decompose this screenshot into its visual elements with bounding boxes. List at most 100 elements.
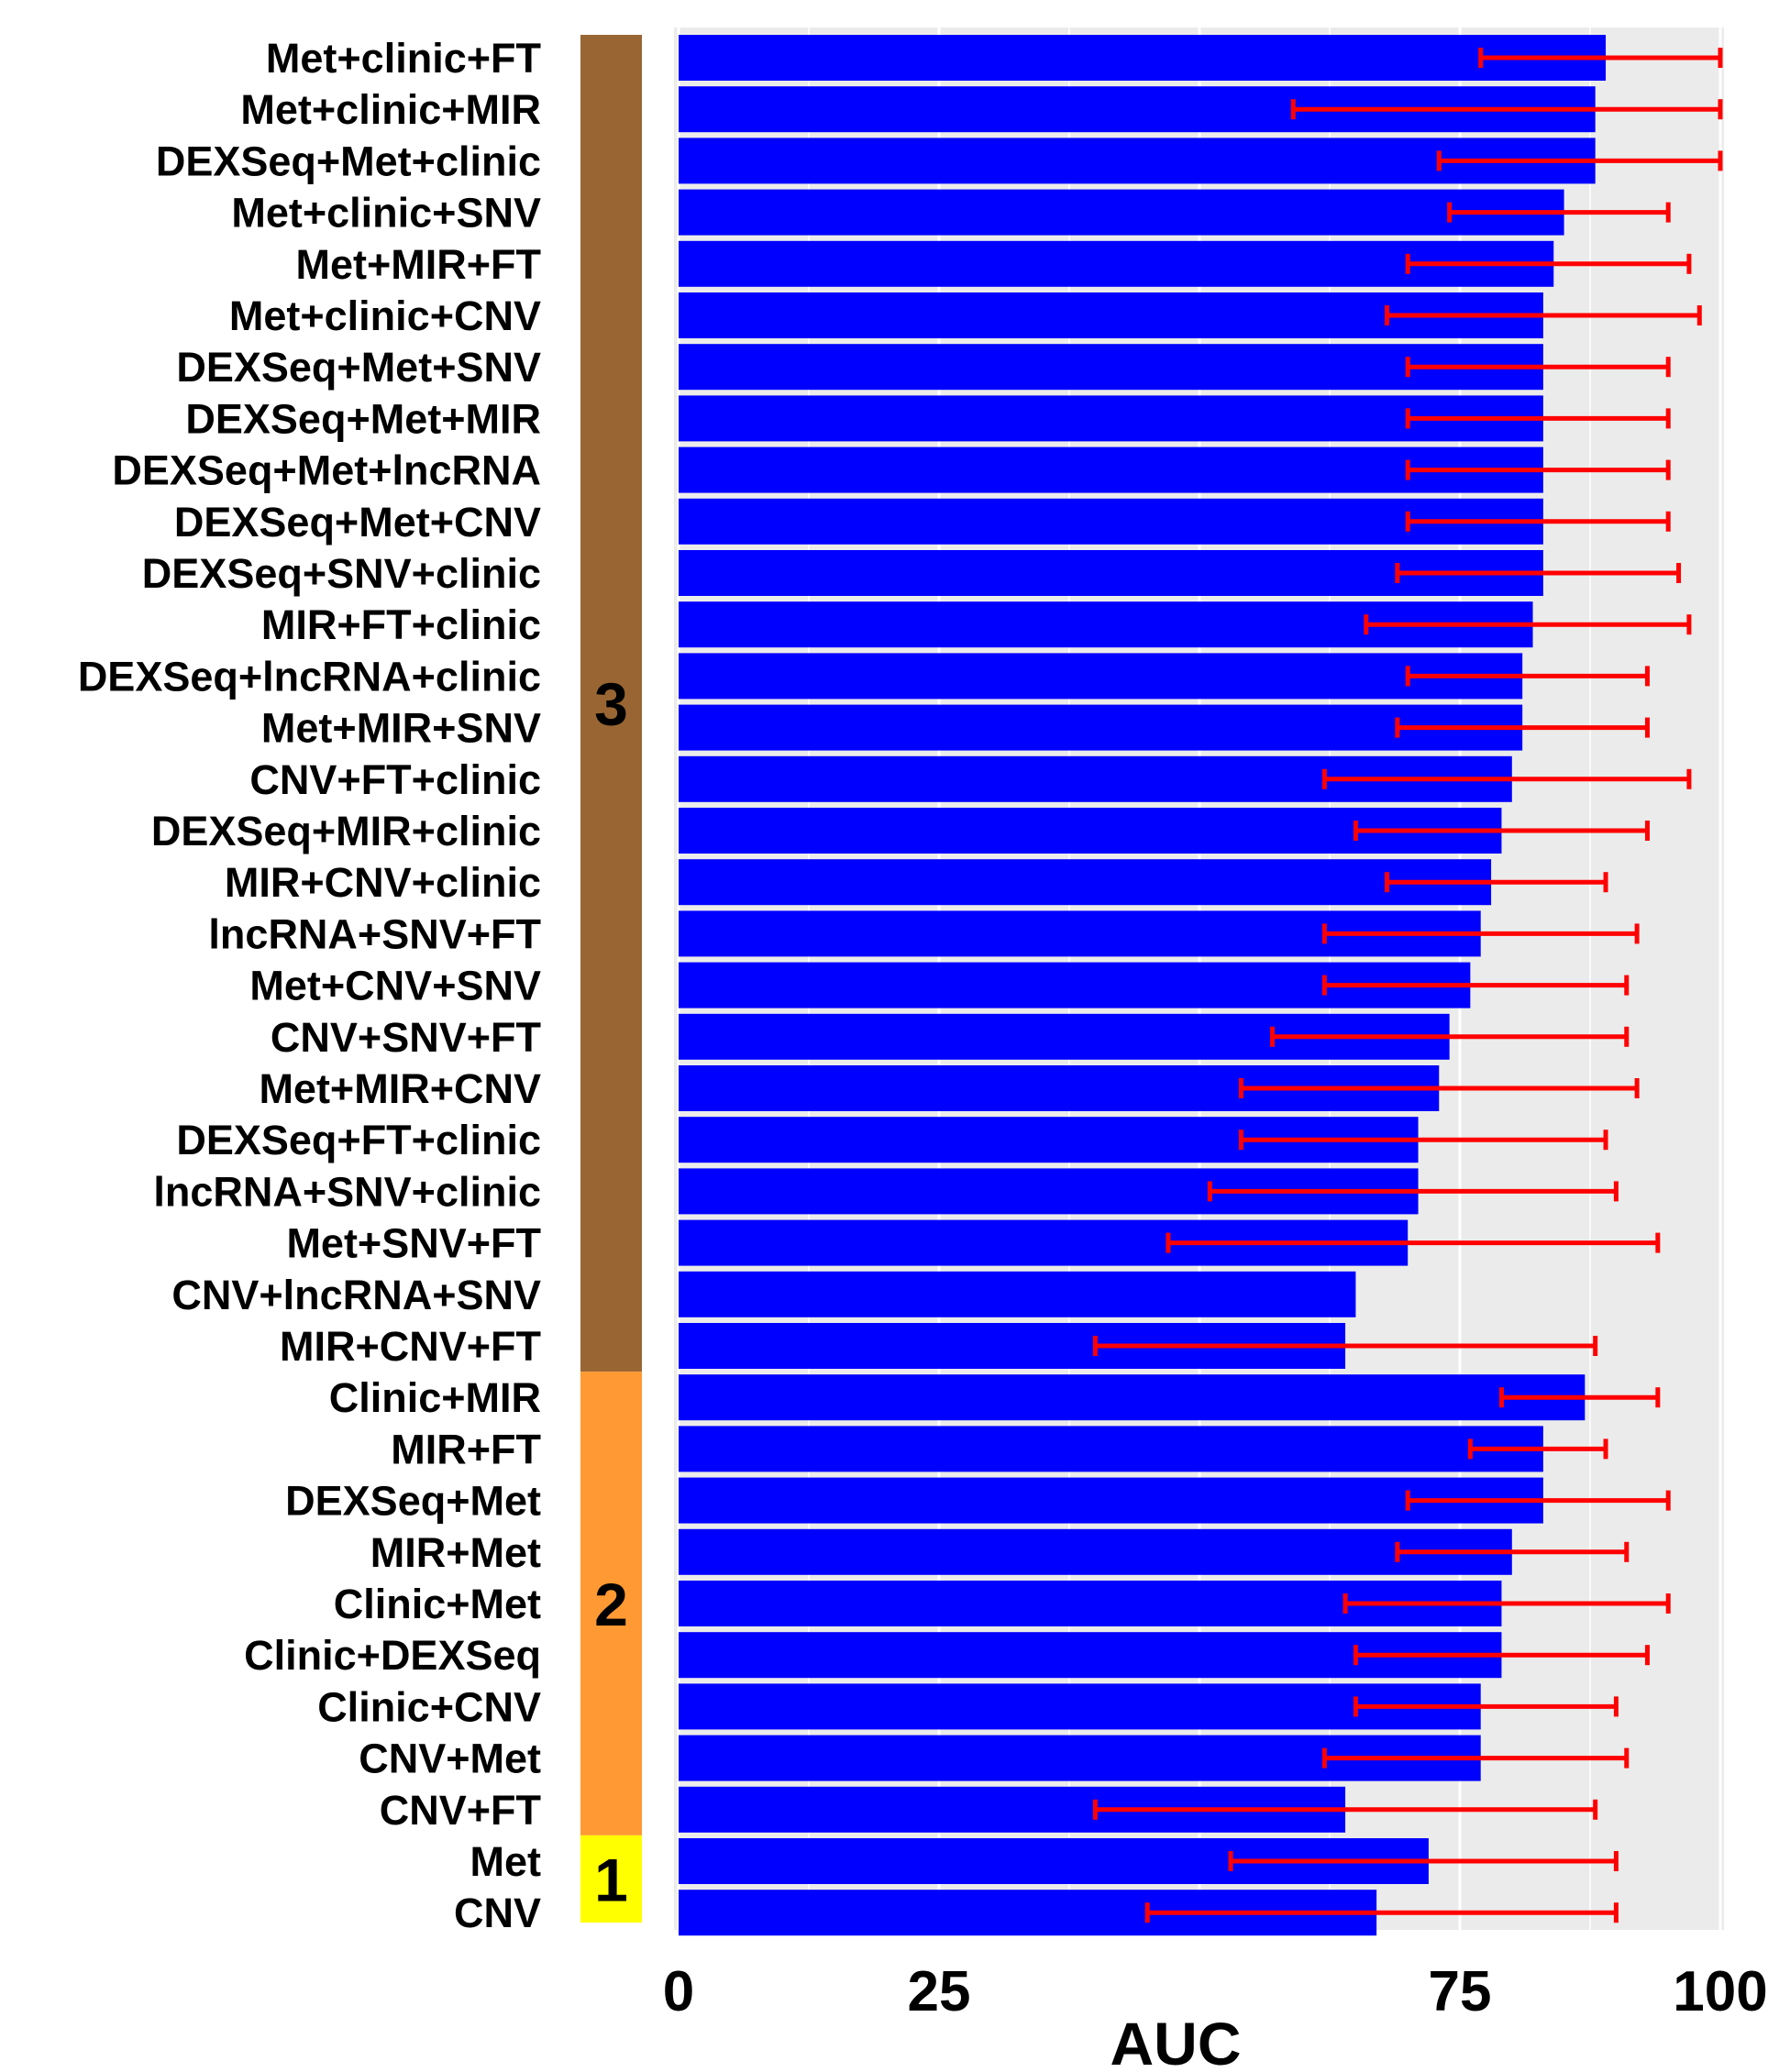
bar-CNV+lncRNA+SNV	[679, 1271, 1356, 1317]
category-label: DEXSeq+FT+clinic	[176, 1117, 541, 1163]
error-bar-Clinic+DEXSeq	[1353, 1645, 1650, 1666]
category-label: CNV	[454, 1890, 541, 1936]
x-tick-label: 25	[908, 1960, 971, 2023]
category-label: Met+CNV+SNV	[249, 963, 541, 1009]
category-label: lncRNA+SNV+clinic	[153, 1168, 541, 1215]
error-bar-MIR+FT	[1467, 1438, 1608, 1460]
x-tick-label: 100	[1673, 1960, 1767, 2023]
category-label: Met+clinic+MIR	[240, 86, 541, 133]
category-label: DEXSeq+Met+MIR	[185, 395, 541, 442]
error-bar-DEXSeq+Met+CNV	[1405, 511, 1671, 532]
error-bar-Met+clinic+CNV	[1384, 305, 1702, 325]
bar-DEXSeq+Met+SNV	[679, 344, 1543, 391]
category-label: MIR+FT	[391, 1426, 541, 1472]
error-bar-CNV+FT+clinic	[1321, 768, 1692, 789]
error-bar-DEXSeq+FT+clinic	[1238, 1130, 1608, 1151]
error-bar-DEXSeq+MIR+clinic	[1353, 821, 1650, 841]
error-bar-Met+MIR+CNV	[1238, 1078, 1640, 1098]
group-band-1	[580, 1835, 642, 1923]
error-bar-DEXSeq+Met+clinic	[1436, 150, 1723, 171]
bar-MIR+FT	[679, 1426, 1543, 1472]
category-label: Clinic+MIR	[329, 1374, 541, 1421]
category-label: MIR+Met	[370, 1529, 541, 1576]
error-bar-CNV+SNV+FT	[1270, 1026, 1630, 1047]
category-label: Met	[470, 1838, 542, 1885]
bar-Clinic+CNV	[679, 1683, 1481, 1730]
bar-Met+clinic+SNV	[679, 189, 1564, 236]
error-bar-MIR+FT+clinic	[1364, 614, 1692, 635]
error-bar-DEXSeq+SNV+clinic	[1395, 563, 1682, 583]
bar-DEXSeq+Met+MIR	[679, 395, 1543, 442]
error-bar-lncRNA+SNV+clinic	[1207, 1181, 1619, 1202]
error-bar-MIR+Met	[1395, 1541, 1630, 1562]
category-label: CNV+lncRNA+SNV	[171, 1272, 541, 1318]
x-axis-title: AUC	[1111, 2010, 1242, 2072]
category-label: CNV+FT+clinic	[249, 756, 541, 803]
x-tick-label: 0	[663, 1960, 694, 2023]
error-bar-DEXSeq+Met+SNV	[1405, 357, 1671, 378]
bar-Met+MIR+SNV	[679, 704, 1523, 751]
error-bar-Met+clinic+MIR	[1290, 99, 1723, 120]
group-band-2	[580, 1372, 642, 1835]
bar-MIR+Met	[679, 1528, 1512, 1575]
group-label-2: 2	[594, 1571, 628, 1638]
category-label: DEXSeq+Met+CNV	[174, 499, 541, 546]
group-label-3: 3	[594, 670, 628, 738]
category-label: Met+SNV+FT	[286, 1220, 541, 1267]
error-bar-Met+MIR+FT	[1405, 253, 1692, 274]
category-label: DEXSeq+MIR+clinic	[151, 808, 541, 854]
error-bar-DEXSeq+Met+lncRNA	[1405, 459, 1671, 480]
category-label: lncRNA+SNV+FT	[208, 910, 541, 957]
error-bar-lncRNA+SNV+FT	[1321, 923, 1640, 944]
error-bar-Met+SNV+FT	[1166, 1232, 1661, 1253]
bar-Clinic+MIR	[679, 1374, 1586, 1421]
error-bar-Met+CNV+SNV	[1321, 975, 1630, 996]
error-bar-Clinic+CNV	[1353, 1696, 1619, 1717]
error-bar-MIR+CNV+FT	[1092, 1336, 1598, 1356]
error-bar-CNV+FT	[1092, 1799, 1598, 1820]
error-bar-DEXSeq+Met+MIR	[1405, 408, 1671, 429]
category-label: DEXSeq+Met	[285, 1478, 541, 1525]
category-label: MIR+FT+clinic	[261, 601, 541, 648]
bar-DEXSeq+Met+CNV	[679, 498, 1543, 545]
error-bar-Met	[1228, 1851, 1619, 1871]
bar-DEXSeq+Met	[679, 1477, 1543, 1524]
category-label: MIR+CNV+FT	[280, 1323, 541, 1370]
group-strip: 3 2 1	[580, 35, 642, 1923]
error-bar-DEXSeq+Met	[1405, 1490, 1671, 1511]
category-label: Met+MIR+SNV	[261, 705, 541, 752]
category-label: CNV+SNV+FT	[271, 1014, 541, 1061]
error-bar-Met+clinic+FT	[1478, 48, 1723, 68]
group-band-3	[580, 35, 642, 1372]
error-bar-Clinic+MIR	[1498, 1387, 1661, 1408]
category-label: DEXSeq+Met+clinic	[156, 138, 541, 184]
category-label: Met+MIR+CNV	[259, 1065, 541, 1112]
error-bar-Met+clinic+SNV	[1447, 202, 1671, 223]
category-label: Clinic+CNV	[317, 1683, 541, 1730]
error-bar-DEXSeq+lncRNA+clinic	[1405, 666, 1650, 687]
error-bar-CNV+Met	[1321, 1747, 1630, 1769]
category-label: Clinic+Met	[334, 1581, 541, 1627]
bar-MIR+CNV+clinic	[679, 859, 1492, 906]
error-bar-CNV	[1144, 1902, 1619, 1923]
error-bar-MIR+CNV+clinic	[1384, 872, 1608, 893]
error-bar-Clinic+Met	[1343, 1593, 1671, 1614]
bar-DEXSeq+Met+lncRNA	[679, 446, 1543, 493]
x-axis-ticks: 0 25 75 100	[663, 1960, 1768, 2023]
category-label: Met+MIR+FT	[295, 241, 541, 288]
category-label: DEXSeq+Met+lncRNA	[112, 447, 541, 494]
category-label: DEXSeq+lncRNA+clinic	[78, 653, 541, 700]
category-label: Met+clinic+CNV	[229, 292, 541, 339]
group-label-1: 1	[594, 1846, 628, 1913]
category-label: DEXSeq+SNV+clinic	[142, 550, 541, 597]
x-tick-label: 75	[1429, 1960, 1492, 2023]
bar-Met+clinic+FT	[679, 35, 1607, 81]
category-label: CNV+FT	[380, 1787, 541, 1834]
category-label: MIR+CNV+clinic	[225, 859, 541, 906]
error-bar-Met+MIR+SNV	[1395, 717, 1650, 738]
category-label: Clinic+DEXSeq	[244, 1632, 541, 1679]
error-bars	[1092, 48, 1723, 1923]
category-label: CNV+Met	[359, 1736, 541, 1782]
